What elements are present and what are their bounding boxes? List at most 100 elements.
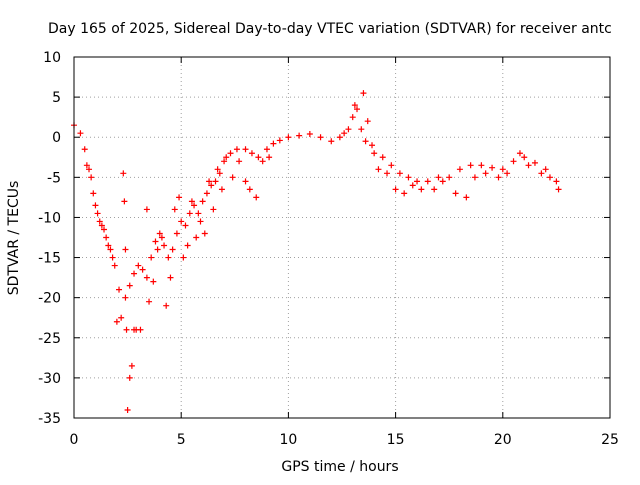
data-point: [180, 254, 187, 261]
plot-frame: [73, 56, 611, 419]
data-point: [103, 234, 110, 241]
data-point: [489, 164, 496, 171]
data-point: [246, 186, 253, 193]
data-point: [212, 178, 219, 185]
data-point: [360, 90, 367, 97]
data-point: [146, 298, 153, 305]
data-point: [116, 286, 123, 293]
data-point: [122, 294, 129, 301]
data-point: [364, 118, 371, 125]
data-point: [276, 137, 283, 144]
data-point: [128, 362, 135, 369]
data-point: [266, 154, 273, 161]
data-point: [150, 278, 157, 285]
data-point: [143, 206, 150, 213]
data-point: [107, 246, 114, 253]
data-point: [148, 254, 155, 261]
data-point: [173, 230, 180, 237]
data-point: [94, 210, 101, 217]
data-point: [81, 146, 88, 153]
data-point: [178, 218, 185, 225]
x-tick-label: 25: [601, 432, 619, 448]
data-point: [431, 186, 438, 193]
data-point: [139, 266, 146, 273]
y-tick-label: -35: [38, 411, 61, 427]
data-point: [499, 166, 506, 173]
data-point: [478, 162, 485, 169]
data-point: [201, 230, 208, 237]
y-tick-label: -25: [38, 331, 61, 347]
data-point: [199, 198, 206, 205]
data-point: [525, 162, 532, 169]
data-point: [233, 146, 240, 153]
y-tick-label: 10: [43, 50, 61, 66]
data-point: [418, 186, 425, 193]
x-tick-label: 15: [387, 432, 405, 448]
data-point: [191, 202, 198, 209]
y-tick-label: -30: [38, 371, 61, 387]
data-point: [135, 262, 142, 269]
data-point: [193, 234, 200, 241]
data-point: [158, 234, 165, 241]
data-point: [401, 190, 408, 197]
data-point: [555, 186, 562, 193]
data-point: [388, 162, 395, 169]
data-points: [71, 90, 562, 413]
data-point: [362, 138, 369, 145]
data-point: [371, 150, 378, 157]
data-point: [424, 178, 431, 185]
data-point: [126, 374, 133, 381]
data-point: [124, 406, 131, 413]
data-point: [165, 254, 172, 261]
data-point: [161, 242, 168, 249]
data-point: [154, 246, 161, 253]
x-tick-label: 20: [494, 432, 512, 448]
data-point: [306, 131, 313, 138]
series-spread: [83, 90, 562, 413]
data-point: [345, 126, 352, 133]
data-point: [88, 174, 95, 181]
data-point: [253, 194, 260, 201]
data-point: [521, 154, 528, 161]
data-point: [186, 210, 193, 217]
data-point: [375, 166, 382, 173]
data-point: [206, 178, 213, 185]
data-point: [195, 210, 202, 217]
data-point: [109, 254, 116, 261]
data-point: [188, 198, 195, 205]
data-point: [259, 158, 266, 165]
data-point: [123, 326, 130, 333]
data-point: [510, 158, 517, 165]
data-point: [553, 178, 560, 185]
data-point: [105, 242, 112, 249]
y-tick-label: -20: [38, 291, 61, 307]
data-point: [203, 190, 210, 197]
data-point: [463, 194, 470, 201]
x-tick-labels: 0 5 10 15 20 25: [70, 432, 619, 448]
y-tick-label: -10: [38, 210, 61, 226]
data-point: [255, 154, 262, 161]
data-point: [197, 218, 204, 225]
data-point: [182, 222, 189, 229]
data-point: [221, 158, 228, 165]
data-point: [263, 146, 270, 153]
data-point: [156, 230, 163, 237]
data-point: [98, 222, 105, 229]
data-point: [96, 218, 103, 225]
data-point: [392, 186, 399, 193]
data-point: [456, 166, 463, 173]
data-point: [471, 174, 478, 181]
data-point: [531, 159, 538, 166]
data-point: [336, 134, 343, 141]
x-tick-label: 5: [177, 432, 186, 448]
data-point: [143, 274, 150, 281]
data-point: [169, 246, 176, 253]
data-point: [131, 270, 138, 277]
data-point: [227, 150, 234, 157]
data-point: [495, 174, 502, 181]
data-point: [83, 162, 90, 169]
data-point: [77, 130, 84, 137]
data-point: [86, 166, 93, 173]
x-tick-label: 0: [70, 432, 79, 448]
